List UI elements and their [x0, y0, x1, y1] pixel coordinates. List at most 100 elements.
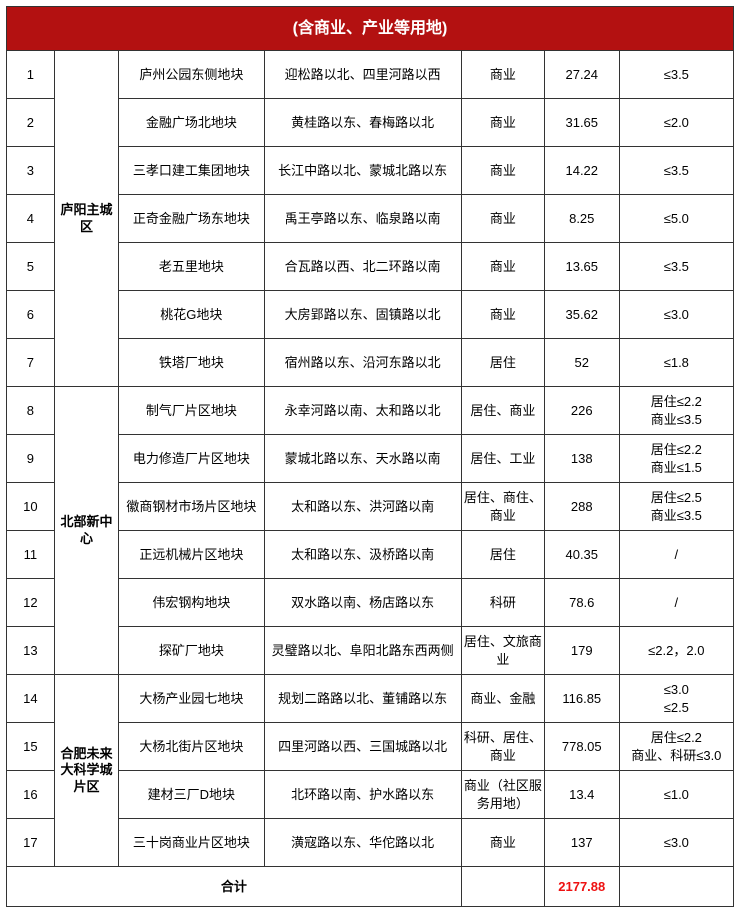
row-number: 14 [7, 675, 55, 723]
total-blank-2 [619, 867, 733, 907]
cell-use: 商业 [461, 819, 544, 867]
total-blank-1 [461, 867, 544, 907]
cell-area: 778.05 [544, 723, 619, 771]
cell-loc: 合瓦路以西、北二环路以南 [264, 243, 461, 291]
cell-plot: 正远机械片区地块 [119, 531, 264, 579]
cell-ratio: ≤3.0≤2.5 [619, 675, 733, 723]
cell-area: 138 [544, 435, 619, 483]
cell-ratio: ≤2.0 [619, 99, 733, 147]
cell-use: 科研、居住、商业 [461, 723, 544, 771]
region-name: 北部新中心 [54, 387, 118, 675]
cell-plot: 桃花G地块 [119, 291, 264, 339]
cell-loc: 禹王亭路以东、临泉路以南 [264, 195, 461, 243]
cell-plot: 制气厂片区地块 [119, 387, 264, 435]
cell-loc: 北环路以南、护水路以东 [264, 771, 461, 819]
cell-plot: 伟宏钢构地块 [119, 579, 264, 627]
row-number: 8 [7, 387, 55, 435]
cell-area: 78.6 [544, 579, 619, 627]
cell-ratio: 居住≤2.2商业、科研≤3.0 [619, 723, 733, 771]
cell-plot: 铁塔厂地块 [119, 339, 264, 387]
cell-area: 52 [544, 339, 619, 387]
cell-use: 商业（社区服务用地） [461, 771, 544, 819]
row-number: 11 [7, 531, 55, 579]
cell-loc: 大房郢路以东、固镇路以北 [264, 291, 461, 339]
cell-plot: 金融广场北地块 [119, 99, 264, 147]
cell-area: 179 [544, 627, 619, 675]
cell-area: 116.85 [544, 675, 619, 723]
row-number: 15 [7, 723, 55, 771]
row-number: 4 [7, 195, 55, 243]
cell-ratio: 居住≤2.5商业≤3.5 [619, 483, 733, 531]
row-number: 5 [7, 243, 55, 291]
cell-use: 居住、商住、商业 [461, 483, 544, 531]
cell-area: 13.65 [544, 243, 619, 291]
cell-area: 137 [544, 819, 619, 867]
cell-area: 226 [544, 387, 619, 435]
row-number: 9 [7, 435, 55, 483]
cell-use: 商业 [461, 195, 544, 243]
cell-ratio: / [619, 579, 733, 627]
cell-loc: 黄桂路以东、春梅路以北 [264, 99, 461, 147]
cell-area: 27.24 [544, 51, 619, 99]
cell-use: 商业 [461, 51, 544, 99]
cell-use: 商业 [461, 243, 544, 291]
row-number: 17 [7, 819, 55, 867]
cell-loc: 长江中路以北、蒙城北路以东 [264, 147, 461, 195]
cell-loc: 太和路以东、洪河路以南 [264, 483, 461, 531]
row-number: 6 [7, 291, 55, 339]
cell-loc: 迎松路以北、四里河路以西 [264, 51, 461, 99]
row-number: 3 [7, 147, 55, 195]
cell-ratio: ≤3.5 [619, 147, 733, 195]
total-label: 合计 [7, 867, 462, 907]
cell-loc: 灵璧路以北、阜阳北路东西两侧 [264, 627, 461, 675]
cell-area: 40.35 [544, 531, 619, 579]
table-row: 1庐阳主城区庐州公园东侧地块迎松路以北、四里河路以西商业27.24≤3.5 [7, 51, 734, 99]
cell-ratio: 居住≤2.2商业≤1.5 [619, 435, 733, 483]
cell-ratio: ≤2.2，2.0 [619, 627, 733, 675]
region-name: 合肥未来大科学城片区 [54, 675, 118, 867]
cell-ratio: ≤3.5 [619, 243, 733, 291]
cell-plot: 三孝口建工集团地块 [119, 147, 264, 195]
region-name: 庐阳主城区 [54, 51, 118, 387]
cell-plot: 徽商钢材市场片区地块 [119, 483, 264, 531]
row-number: 13 [7, 627, 55, 675]
cell-loc: 规划二路路以北、董铺路以东 [264, 675, 461, 723]
row-number: 1 [7, 51, 55, 99]
cell-loc: 蒙城北路以东、天水路以南 [264, 435, 461, 483]
row-number: 12 [7, 579, 55, 627]
cell-use: 居住 [461, 339, 544, 387]
cell-plot: 正奇金融广场东地块 [119, 195, 264, 243]
cell-area: 35.62 [544, 291, 619, 339]
row-number: 10 [7, 483, 55, 531]
row-number: 16 [7, 771, 55, 819]
cell-loc: 宿州路以东、沿河东路以北 [264, 339, 461, 387]
cell-use: 居住 [461, 531, 544, 579]
table-row: 14合肥未来大科学城片区大杨产业园七地块规划二路路以北、董铺路以东商业、金融11… [7, 675, 734, 723]
cell-ratio: ≤1.0 [619, 771, 733, 819]
cell-use: 居住、商业 [461, 387, 544, 435]
cell-area: 8.25 [544, 195, 619, 243]
row-number: 7 [7, 339, 55, 387]
cell-loc: 四里河路以西、三国城路以北 [264, 723, 461, 771]
cell-ratio: 居住≤2.2商业≤3.5 [619, 387, 733, 435]
total-value: 2177.88 [544, 867, 619, 907]
cell-use: 居住、工业 [461, 435, 544, 483]
cell-loc: 永幸河路以南、太和路以北 [264, 387, 461, 435]
cell-plot: 探矿厂地块 [119, 627, 264, 675]
cell-ratio: / [619, 531, 733, 579]
cell-ratio: ≤5.0 [619, 195, 733, 243]
cell-area: 13.4 [544, 771, 619, 819]
cell-ratio: ≤3.5 [619, 51, 733, 99]
table-row: 8北部新中心制气厂片区地块永幸河路以南、太和路以北居住、商业226居住≤2.2商… [7, 387, 734, 435]
cell-area: 288 [544, 483, 619, 531]
cell-ratio: ≤3.0 [619, 819, 733, 867]
cell-plot: 大杨产业园七地块 [119, 675, 264, 723]
cell-loc: 双水路以南、杨店路以东 [264, 579, 461, 627]
cell-use: 商业 [461, 99, 544, 147]
cell-use: 商业、金融 [461, 675, 544, 723]
cell-plot: 电力修造厂片区地块 [119, 435, 264, 483]
cell-ratio: ≤3.0 [619, 291, 733, 339]
cell-plot: 建材三厂D地块 [119, 771, 264, 819]
cell-use: 商业 [461, 291, 544, 339]
row-number: 2 [7, 99, 55, 147]
